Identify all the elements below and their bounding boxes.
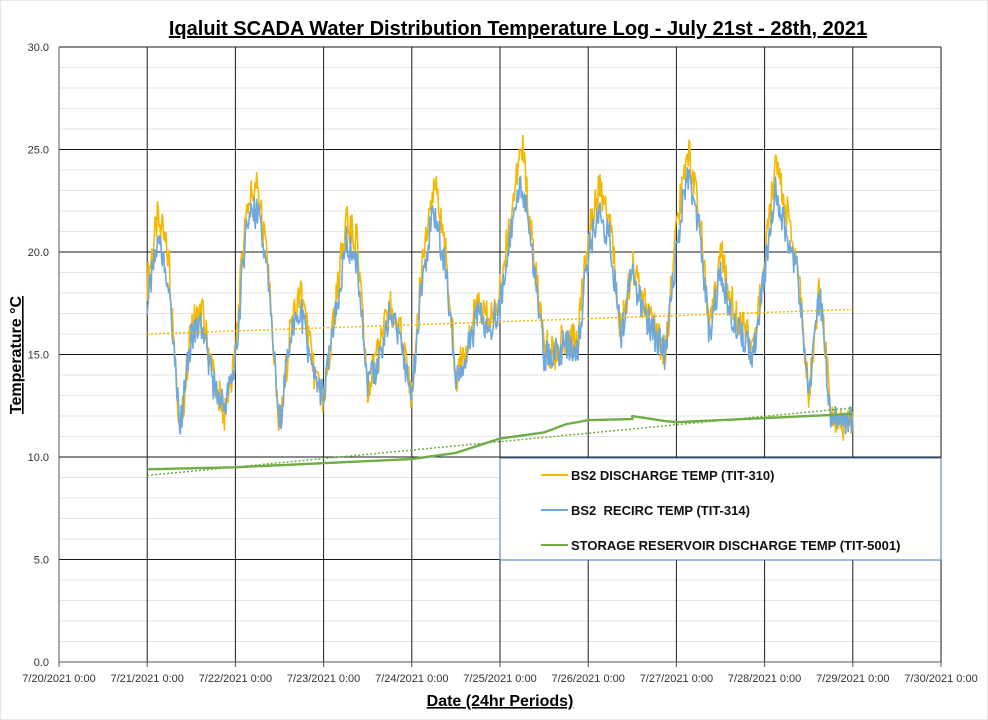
x-tick-label: 7/27/2021 0:00: [640, 673, 713, 685]
series-line-2: [147, 412, 853, 471]
x-axis-title: Date (24hr Periods): [427, 693, 574, 710]
y-axis-title: Temperature °C: [8, 295, 25, 414]
series-line-1: [146, 167, 854, 435]
x-tick-label: 7/22/2021 0:00: [199, 673, 272, 685]
x-tick-label: 7/29/2021 0:00: [816, 673, 889, 685]
legend-label-reservoir: STORAGE RESERVOIR DISCHARGE TEMP (TIT-50…: [571, 538, 900, 553]
x-tick-label: 7/28/2021 0:00: [728, 673, 801, 685]
y-tick-label: 30.0: [28, 42, 49, 54]
x-tick-label: 7/30/2021 0:00: [904, 673, 977, 685]
trendline-layer: [147, 308, 853, 477]
series-layer: [146, 134, 854, 471]
y-tick-label: 5.0: [34, 555, 49, 567]
y-tick-label: 25.0: [28, 145, 49, 157]
x-tick-label: 7/24/2021 0:00: [375, 673, 448, 685]
trendline-0: [147, 308, 853, 335]
y-tick-label: 0.0: [34, 657, 49, 669]
legend-box: [499, 457, 942, 561]
legend-label-discharge: BS2 DISCHARGE TEMP (TIT-310): [571, 468, 774, 483]
chart-title: Iqaluit SCADA Water Distribution Tempera…: [169, 18, 867, 40]
x-tick-label: 7/26/2021 0:00: [551, 673, 624, 685]
x-tick-labels: 7/20/2021 0:00 7/21/2021 0:00 7/22/2021 0:…: [22, 662, 978, 685]
legend: BS2 DISCHARGE TEMP (TIT-310) BS2 RECIRC …: [499, 457, 942, 561]
legend-label-recirc: BS2 RECIRC TEMP (TIT-314): [571, 503, 750, 518]
y-tick-labels: 0.0 5.0 10.0 15.0 20.0 25.0 30.0: [28, 42, 49, 669]
x-tick-label: 7/21/2021 0:00: [110, 673, 183, 685]
x-tick-label: 7/20/2021 0:00: [22, 673, 95, 685]
x-tick-label: 7/25/2021 0:00: [463, 673, 536, 685]
y-tick-label: 20.0: [28, 247, 49, 259]
y-tick-label: 10.0: [28, 452, 49, 464]
x-tick-label: 7/23/2021 0:00: [287, 673, 360, 685]
y-tick-label: 15.0: [28, 350, 49, 362]
